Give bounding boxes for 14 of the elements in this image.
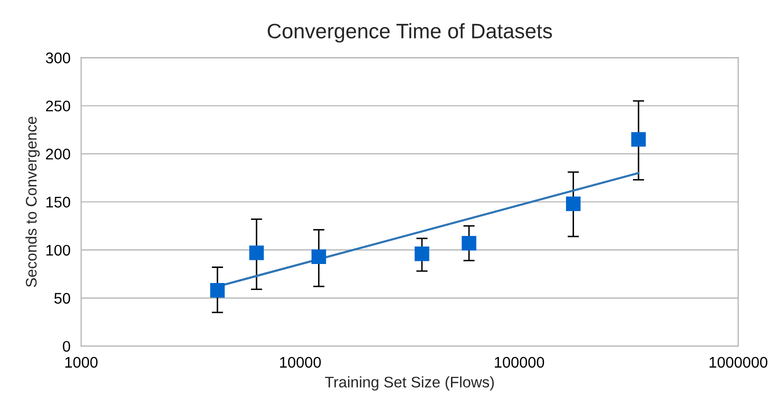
x-tick-label: 1000000 bbox=[710, 356, 768, 368]
y-tick-label: 200 bbox=[46, 148, 70, 160]
y-axis-title: Seconds to Convergence bbox=[25, 116, 40, 287]
chart-title: Convergence Time of Datasets bbox=[268, 23, 552, 43]
x-tick-label: 1000 bbox=[65, 356, 98, 368]
x-tick-label: 10000 bbox=[280, 356, 321, 368]
y-tick-label: 0 bbox=[62, 340, 70, 352]
y-tick-label: 100 bbox=[46, 244, 70, 256]
y-tick-label: 250 bbox=[46, 100, 70, 112]
y-tick-label: 50 bbox=[54, 292, 70, 304]
x-axis-title: Training Set Size (Flows) bbox=[325, 376, 494, 391]
y-tick-label: 300 bbox=[46, 52, 70, 64]
y-tick-label: 150 bbox=[46, 196, 70, 208]
x-tick-label: 100000 bbox=[494, 356, 544, 368]
